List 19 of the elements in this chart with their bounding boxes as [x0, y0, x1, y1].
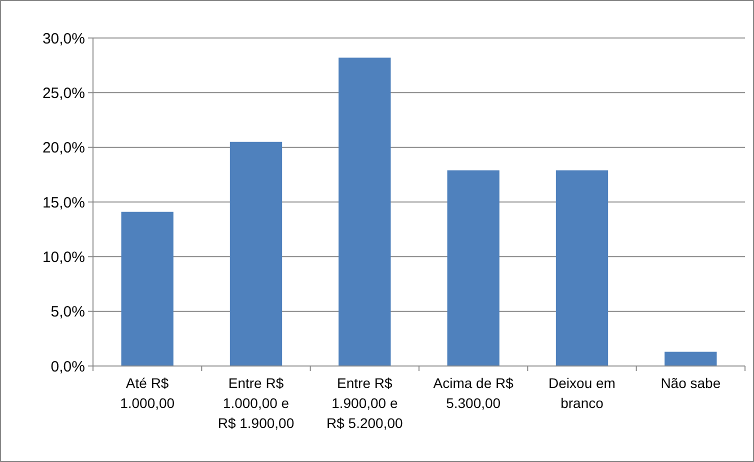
- y-tick-label: 0,0%: [50, 358, 85, 376]
- x-tick-label: Entre R$ 1.000,00 e R$ 1.900,00: [218, 375, 294, 431]
- y-tick-label: 10,0%: [42, 248, 85, 266]
- bar: [338, 58, 391, 366]
- y-tick-label: 15,0%: [42, 194, 85, 212]
- y-tick-label: 30,0%: [42, 30, 85, 48]
- y-tick-label: 5,0%: [50, 304, 85, 321]
- x-tick-label: Até R$ 1.000,00: [120, 375, 175, 411]
- bar: [121, 212, 174, 366]
- bar: [230, 142, 282, 366]
- bar: [664, 352, 717, 366]
- x-tick-label: Não sabe: [660, 375, 721, 391]
- x-tick-label: Deixou em branco: [548, 375, 616, 411]
- y-tick-label: 20,0%: [42, 140, 85, 157]
- bar: [447, 170, 500, 366]
- x-tick-label: Entre R$ 1.900,00 e R$ 5.200,00: [326, 375, 404, 431]
- y-tick-label: 25,0%: [42, 84, 85, 102]
- bar: [556, 170, 608, 366]
- x-tick-label: Acima de R$ 5.300,00: [433, 375, 514, 411]
